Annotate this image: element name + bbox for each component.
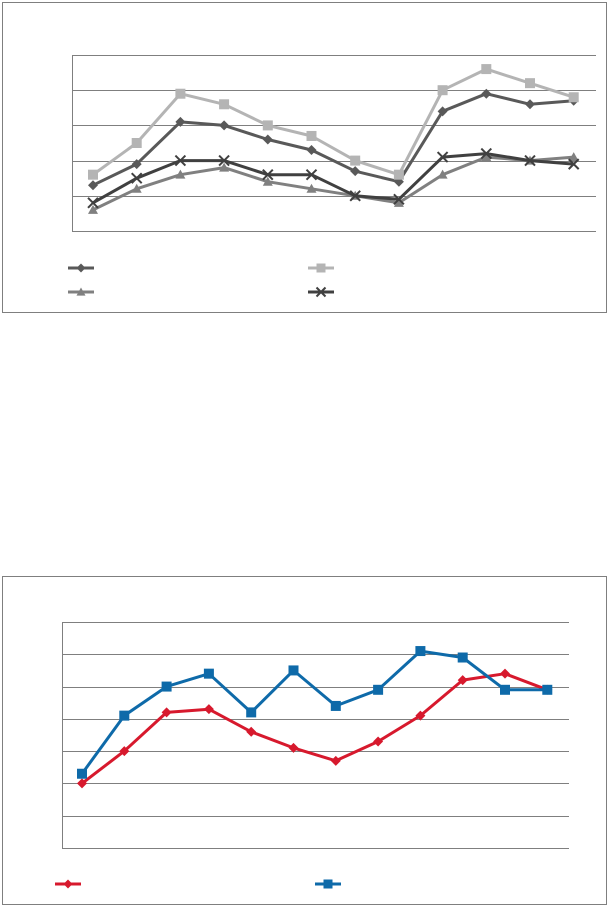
data-point (481, 152, 492, 162)
data-point (218, 154, 230, 167)
data-point (437, 106, 448, 117)
data-point (246, 726, 257, 737)
legend-entry (315, 879, 341, 889)
chart-frame (2, 576, 607, 905)
data-point (130, 172, 143, 184)
series-3 (88, 152, 579, 214)
data-point (203, 668, 214, 679)
data-point (525, 99, 535, 110)
legend-marker (76, 263, 86, 273)
data-point (373, 736, 384, 747)
data-point (174, 154, 187, 167)
chart-top (2, 2, 607, 313)
data-point (219, 99, 230, 110)
data-point (393, 169, 404, 180)
data-point (175, 116, 186, 127)
data-point (219, 120, 230, 131)
data-point (219, 162, 230, 172)
data-point (457, 652, 468, 663)
series-line (81, 672, 548, 785)
legend-entry (55, 879, 81, 889)
data-point (119, 746, 130, 757)
data-point (288, 742, 299, 753)
data-point (500, 684, 510, 695)
data-point (330, 700, 341, 711)
series-1 (77, 668, 553, 789)
legend-entry (68, 263, 94, 273)
data-point (500, 668, 510, 679)
series-line (80, 649, 548, 775)
data-point (119, 710, 130, 721)
data-point (525, 78, 535, 89)
data-point (305, 168, 318, 181)
data-point (161, 681, 172, 692)
legend-marker (323, 879, 333, 889)
data-point (373, 684, 384, 695)
series-line (92, 155, 574, 212)
data-point (393, 193, 405, 206)
data-point (262, 176, 273, 186)
data-point (131, 159, 142, 170)
data-point (350, 155, 361, 166)
data-point (481, 64, 492, 75)
data-point (262, 168, 274, 181)
data-point (175, 169, 186, 179)
legend-marker (316, 263, 326, 273)
data-point (349, 190, 361, 202)
data-point (568, 152, 579, 162)
data-point (306, 145, 317, 156)
data-point (88, 204, 98, 214)
legend-entry (68, 287, 94, 296)
chart-bottom (2, 576, 607, 905)
data-point (437, 85, 448, 96)
series-line (92, 67, 575, 177)
series-line (92, 152, 574, 205)
data-point (393, 197, 404, 207)
data-point (542, 684, 553, 695)
legend-entry (308, 263, 334, 273)
data-point (457, 675, 468, 686)
data-point (87, 197, 99, 209)
series-line (92, 92, 574, 187)
data-point (436, 151, 449, 163)
data-point (246, 707, 257, 718)
series-4 (87, 147, 580, 209)
legend-marker (63, 879, 73, 889)
legend-marker (76, 287, 86, 296)
series-2 (88, 64, 579, 180)
series-2 (77, 646, 553, 779)
data-point (77, 778, 87, 789)
data-point (306, 183, 317, 193)
data-point (415, 710, 426, 721)
data-point (88, 180, 98, 191)
data-point (288, 665, 299, 676)
data-point (262, 120, 273, 131)
data-point (88, 169, 98, 180)
legend-entry (308, 286, 334, 298)
legend-marker (315, 286, 327, 298)
data-point (306, 130, 317, 141)
data-point (203, 704, 214, 715)
data-point (262, 134, 273, 145)
data-point (480, 147, 493, 160)
data-point (524, 154, 536, 167)
data-point (568, 92, 579, 103)
data-point (77, 768, 87, 779)
data-point (330, 755, 341, 766)
data-point (481, 88, 492, 99)
data-point (131, 138, 142, 148)
data-point (567, 158, 580, 170)
data-point (437, 169, 448, 179)
data-point (415, 646, 426, 657)
data-point (131, 183, 142, 193)
data-point (350, 166, 361, 177)
data-point (175, 88, 186, 99)
data-point (161, 707, 172, 718)
